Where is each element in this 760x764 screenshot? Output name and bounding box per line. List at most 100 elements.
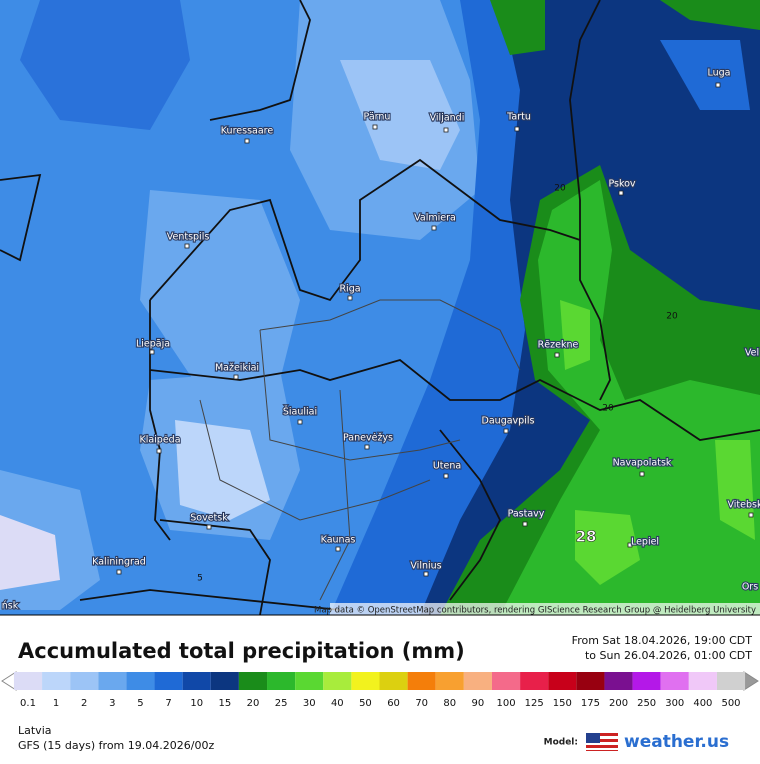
city-label: Liepāja: [136, 339, 170, 350]
legend-swatch: [351, 672, 380, 690]
city-label: ńsk: [2, 601, 19, 612]
field: [575, 510, 640, 585]
contour-label: 20: [666, 312, 678, 322]
city-dot: [627, 542, 633, 548]
legend-swatch: [435, 672, 464, 690]
legend-label: 20: [247, 698, 260, 709]
city-label: Pastavy: [508, 509, 545, 520]
city-dot: [244, 138, 250, 144]
city-label: Viljandi: [430, 113, 465, 124]
attribution-bar: [330, 603, 760, 615]
legend-swatch: [238, 672, 268, 690]
city-label: Valmiera: [414, 213, 456, 224]
field: [340, 60, 460, 170]
city-dot: [554, 352, 560, 358]
city-dot: [639, 471, 645, 477]
flag-icon: [586, 733, 618, 751]
city-dot: [618, 190, 624, 196]
legend-swatch: [154, 672, 183, 690]
city-dot: [297, 419, 303, 425]
city-dot: [116, 569, 122, 575]
city-label: Riga: [339, 284, 360, 295]
city-label: Vitebsk: [728, 500, 760, 511]
legend-swatch: [548, 672, 577, 690]
legend-arrow-left: [1, 671, 17, 691]
legend-swatch: [407, 672, 436, 690]
attribution: Map data © OpenStreetMap contributors, r…: [314, 606, 756, 616]
field: [140, 190, 300, 390]
city-dot: [149, 349, 155, 355]
legend-label: 300: [665, 698, 684, 709]
legend-label: 500: [721, 698, 740, 709]
city-dot: [335, 546, 341, 552]
legend-swatch: [323, 672, 352, 690]
city-label: Pskov: [608, 179, 635, 190]
city-dot: [184, 243, 190, 249]
city-label: Vel: [745, 348, 759, 359]
legend-swatch: [716, 672, 746, 690]
legend-label: 400: [693, 698, 712, 709]
contour-label: 5: [197, 574, 203, 584]
city-dot: [364, 444, 370, 450]
legend-label: 200: [609, 698, 628, 709]
city-label: Vilnius: [410, 561, 441, 572]
city-dot: [503, 428, 509, 434]
map: [0, 0, 760, 616]
legend-label: 250: [637, 698, 656, 709]
city-label: Ors: [742, 582, 758, 593]
city-dot: [347, 295, 353, 301]
legend-swatch: [210, 672, 239, 690]
city-dot: [443, 473, 449, 479]
legend-label: 90: [472, 698, 485, 709]
legend-swatch: [576, 672, 605, 690]
legend-label: 25: [275, 698, 288, 709]
field: [660, 0, 760, 30]
legend-label: 80: [443, 698, 456, 709]
city-label: Rēzekne: [538, 340, 579, 351]
city-label: Daugavpils: [482, 416, 535, 427]
legend: 0.1 1 2 3 5 7 10 15 20 25 30 40 50 60 70 80 90 100 125 150 1…: [13, 672, 746, 709]
city-dot: [514, 126, 520, 132]
legend-swatch: [660, 672, 689, 690]
legend-label: 0.1: [20, 698, 36, 709]
field: [20, 0, 190, 130]
legend-swatch: [520, 672, 549, 690]
legend-label: 5: [137, 698, 143, 709]
city-dot: [206, 524, 212, 530]
contour-labels: 20 20 20 5 28: [197, 184, 678, 584]
legend-swatch: [463, 672, 492, 690]
legend-label: 1: [53, 698, 59, 709]
legend-label: 100: [496, 698, 515, 709]
city-label: Ventspils: [167, 232, 210, 243]
legend-swatch: [295, 672, 324, 690]
date-from: From Sat 18.04.2026, 19:00 CDT: [572, 634, 753, 647]
legend-label: 175: [581, 698, 600, 709]
date-to: to Sun 26.04.2026, 01:00 CDT: [585, 649, 752, 662]
legend-swatch: [688, 672, 717, 690]
legend-swatch: [604, 672, 633, 690]
legend-label: 30: [303, 698, 316, 709]
field: [560, 300, 590, 370]
field: [660, 40, 750, 110]
city-label: Kaliningrad: [92, 557, 146, 568]
legend-label: 10: [190, 698, 203, 709]
legend-label: 60: [387, 698, 400, 709]
city-dot: [443, 127, 449, 133]
field: [715, 440, 755, 540]
legend-swatch: [98, 672, 127, 690]
city-dot: [156, 448, 162, 454]
legend-swatch: [182, 672, 211, 690]
field: [0, 515, 60, 590]
field: [500, 180, 760, 615]
legend-swatch: [70, 672, 99, 690]
legend-label: 125: [525, 698, 544, 709]
field: [490, 0, 545, 55]
legend-label: 40: [331, 698, 344, 709]
legend-label: 3: [109, 698, 115, 709]
legend-swatch: [267, 672, 296, 690]
legend-label: 2: [81, 698, 87, 709]
city-label: Lepiel: [631, 537, 659, 548]
city-label: Mažeikiai: [215, 363, 259, 374]
legend-swatch: [632, 672, 661, 690]
brand: weather.us: [624, 732, 729, 752]
